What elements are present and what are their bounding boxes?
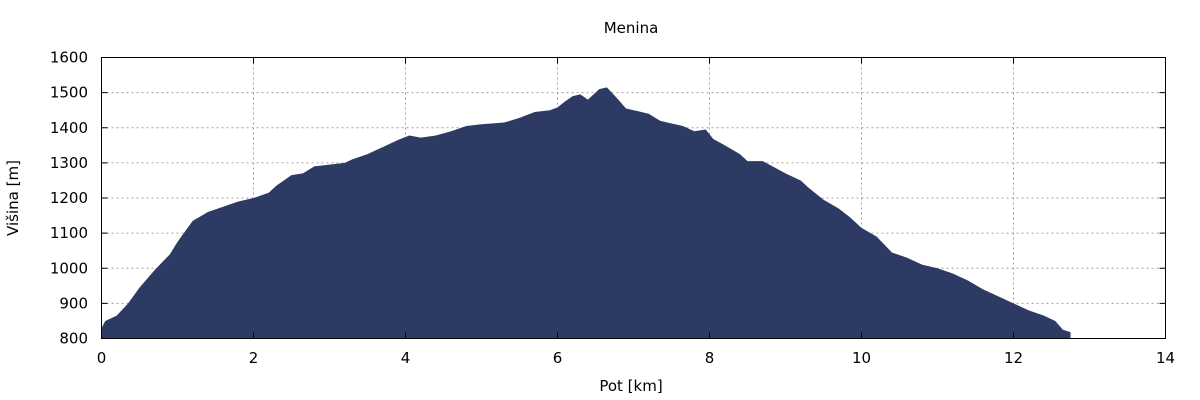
x-tick-label: 6 [553, 349, 563, 367]
y-tick-label: 1500 [50, 84, 88, 102]
y-tick-label: 1000 [50, 259, 88, 277]
x-tick-label: 8 [705, 349, 715, 367]
y-axis-title: Višina [m] [4, 160, 22, 236]
x-tick-label: 12 [1004, 349, 1023, 367]
x-tick-label: 2 [249, 349, 259, 367]
x-tick-labels: 0 2 4 6 8 10 12 14 [97, 349, 1175, 367]
y-tick-label: 1300 [50, 154, 88, 172]
y-tick-label: 900 [59, 294, 88, 312]
x-tick-label: 4 [401, 349, 411, 367]
ticks [101, 57, 1166, 339]
y-tick-label: 1100 [50, 224, 88, 242]
x-tick-label: 14 [1156, 349, 1175, 367]
x-axis-title: Pot [km] [599, 377, 662, 395]
x-tick-label: 0 [97, 349, 107, 367]
y-tick-label: 800 [59, 330, 88, 348]
y-tick-labels: 800 900 1000 1100 1200 1300 1400 1500 1600 [50, 49, 88, 348]
y-tick-label: 1200 [50, 189, 88, 207]
chart-title: Menina [604, 19, 659, 37]
y-tick-label: 1400 [50, 119, 88, 137]
x-tick-label: 10 [852, 349, 871, 367]
elevation-area [101, 87, 1071, 339]
y-tick-label: 1600 [50, 49, 88, 67]
